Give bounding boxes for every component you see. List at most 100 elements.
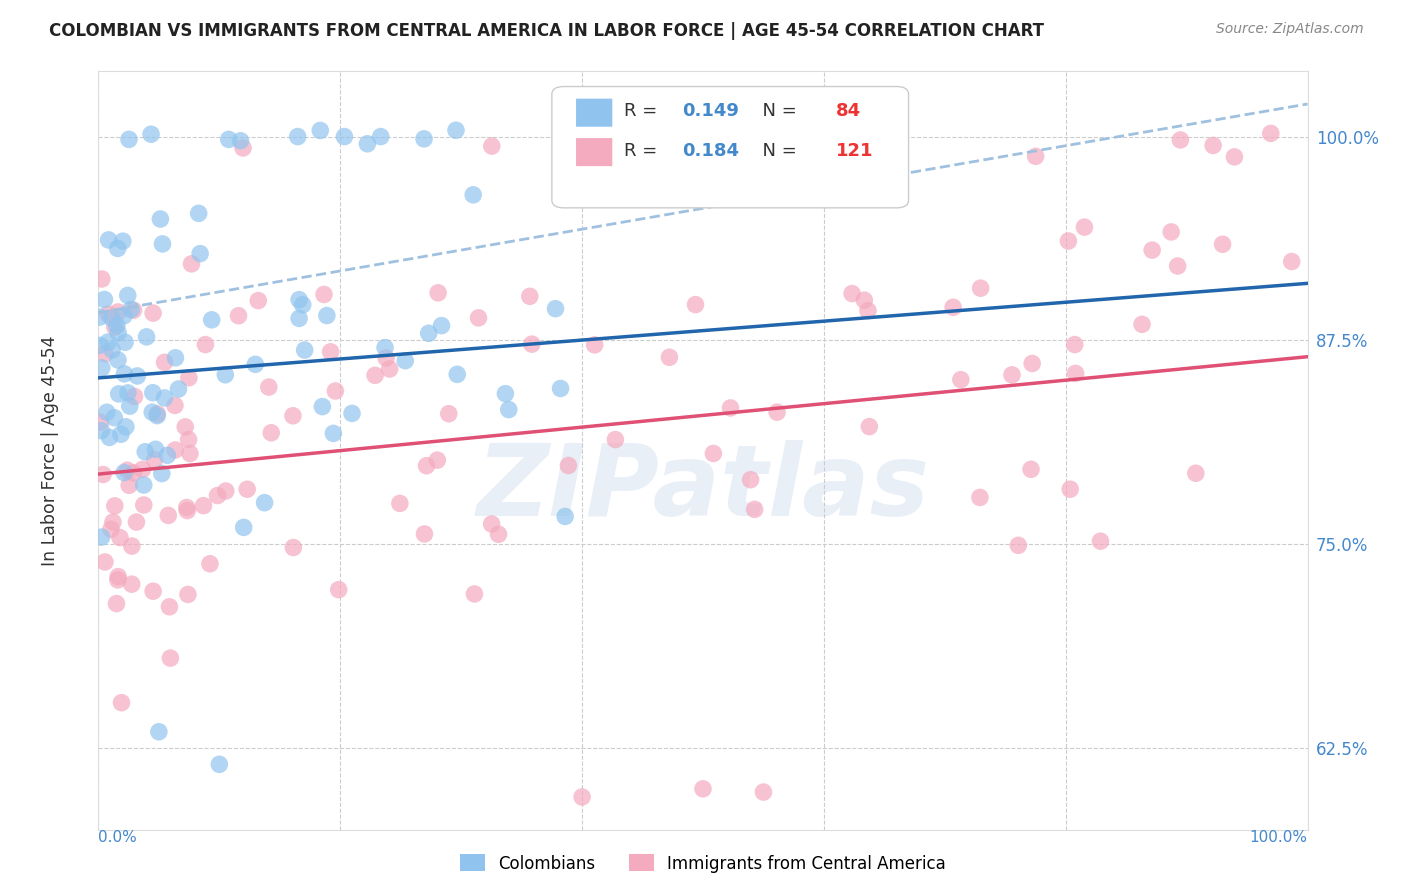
Point	[214, 368, 236, 382]
Point	[658, 351, 681, 365]
Point	[322, 426, 344, 441]
Point	[179, 446, 201, 460]
Point	[142, 306, 165, 320]
Point	[142, 584, 165, 599]
Point	[218, 132, 240, 146]
Point	[283, 541, 305, 555]
Point	[90, 272, 112, 286]
Point	[583, 338, 606, 352]
Point	[370, 129, 392, 144]
Point	[105, 597, 128, 611]
Point	[114, 335, 136, 350]
Point	[98, 430, 121, 444]
Point	[236, 482, 259, 496]
Point	[176, 500, 198, 515]
Point	[685, 297, 707, 311]
Point	[426, 453, 449, 467]
Point	[1223, 150, 1246, 164]
Point	[858, 419, 880, 434]
Text: N =: N =	[751, 142, 803, 160]
FancyBboxPatch shape	[576, 99, 613, 127]
Point	[152, 236, 174, 251]
Point	[1185, 467, 1208, 481]
Point	[117, 288, 139, 302]
Point	[949, 373, 972, 387]
Point	[115, 420, 138, 434]
Point	[413, 527, 436, 541]
Point	[1073, 220, 1095, 235]
Point	[101, 515, 124, 529]
Point	[94, 555, 117, 569]
Point	[328, 582, 350, 597]
Point	[519, 289, 541, 303]
Point	[1281, 254, 1303, 268]
Point	[187, 206, 209, 220]
Point	[247, 293, 270, 308]
Text: 84: 84	[837, 102, 860, 120]
Point	[131, 462, 153, 476]
Point	[110, 427, 132, 442]
Point	[810, 141, 832, 155]
Point	[118, 399, 141, 413]
Point	[215, 483, 238, 498]
Point	[135, 330, 157, 344]
Point	[198, 557, 221, 571]
Point	[1202, 138, 1225, 153]
Point	[437, 407, 460, 421]
Point	[766, 405, 789, 419]
Point	[364, 368, 387, 383]
Point	[1025, 149, 1047, 163]
Point	[141, 405, 163, 419]
Text: 0.0%: 0.0%	[98, 830, 138, 845]
Point	[127, 368, 149, 383]
Point	[1090, 534, 1112, 549]
Point	[253, 496, 276, 510]
Point	[1057, 234, 1080, 248]
Point	[97, 334, 120, 349]
Point	[103, 410, 125, 425]
Point	[856, 303, 879, 318]
Point	[132, 498, 155, 512]
Point	[112, 309, 135, 323]
Point	[520, 337, 543, 351]
Text: N =: N =	[751, 102, 803, 120]
Point	[1001, 368, 1024, 382]
Point	[853, 293, 876, 308]
Point	[692, 781, 714, 796]
Point	[156, 448, 179, 462]
Point	[146, 409, 169, 423]
Point	[165, 351, 187, 365]
Point	[107, 573, 129, 587]
Point	[544, 301, 567, 316]
Point	[494, 386, 516, 401]
Point	[149, 212, 172, 227]
Point	[201, 313, 224, 327]
Point	[388, 496, 411, 510]
FancyBboxPatch shape	[576, 138, 613, 166]
Point	[111, 234, 134, 248]
Point	[1063, 337, 1085, 351]
Point	[554, 509, 576, 524]
Point	[481, 139, 503, 153]
Point	[260, 425, 283, 440]
Point	[118, 132, 141, 146]
Point	[107, 305, 129, 319]
Point	[90, 360, 112, 375]
Point	[229, 134, 252, 148]
Point	[208, 757, 231, 772]
Point	[104, 499, 127, 513]
Point	[1007, 538, 1029, 552]
Point	[124, 390, 146, 404]
Point	[94, 347, 117, 361]
Point	[942, 300, 965, 314]
Point	[1064, 367, 1087, 381]
Point	[467, 310, 489, 325]
Point	[112, 367, 135, 381]
Point	[150, 467, 173, 481]
Point	[232, 141, 254, 155]
Point	[121, 577, 143, 591]
Point	[1167, 259, 1189, 273]
Point	[333, 129, 356, 144]
Point	[159, 599, 181, 614]
Point	[165, 442, 187, 457]
